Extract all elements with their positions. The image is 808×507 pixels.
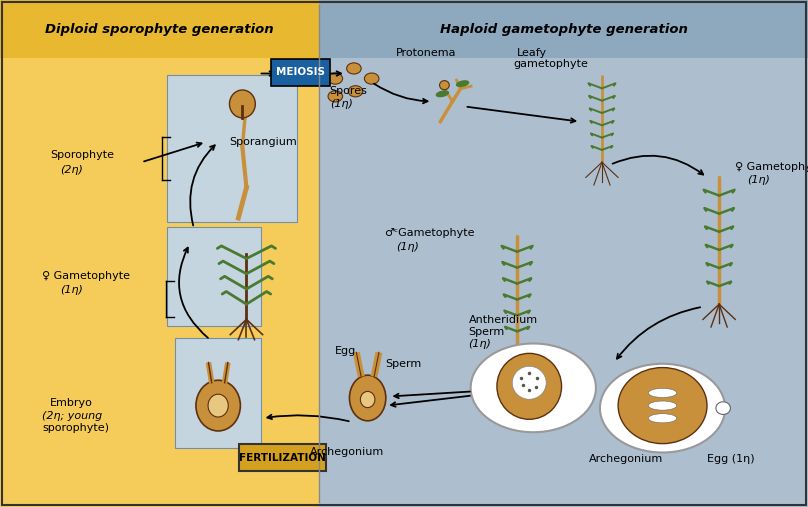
Ellipse shape bbox=[349, 375, 386, 421]
Text: MEIOSIS: MEIOSIS bbox=[276, 67, 326, 77]
Text: (1η): (1η) bbox=[469, 339, 491, 349]
Text: Egg (1η): Egg (1η) bbox=[707, 454, 755, 464]
Ellipse shape bbox=[208, 394, 229, 417]
Ellipse shape bbox=[648, 401, 676, 410]
FancyBboxPatch shape bbox=[167, 227, 261, 326]
Text: gametophyte: gametophyte bbox=[513, 59, 588, 69]
Ellipse shape bbox=[328, 73, 343, 84]
Bar bbox=[319, 0, 808, 507]
Text: ♂ᶜGametophyte: ♂ᶜGametophyte bbox=[384, 228, 474, 238]
Text: Leafy: Leafy bbox=[517, 48, 547, 58]
Ellipse shape bbox=[436, 90, 449, 97]
Ellipse shape bbox=[716, 402, 730, 415]
Text: Egg: Egg bbox=[335, 346, 356, 356]
FancyBboxPatch shape bbox=[271, 59, 330, 86]
Ellipse shape bbox=[229, 90, 255, 118]
Text: (1η): (1η) bbox=[747, 175, 770, 185]
Text: (2η): (2η) bbox=[61, 165, 83, 175]
Ellipse shape bbox=[470, 344, 595, 432]
Text: Haploid gametophyte generation: Haploid gametophyte generation bbox=[440, 23, 688, 35]
Text: Spores: Spores bbox=[330, 86, 368, 96]
Ellipse shape bbox=[600, 364, 726, 452]
Ellipse shape bbox=[512, 366, 546, 400]
Text: Protonema: Protonema bbox=[396, 48, 456, 58]
Text: Archegonium: Archegonium bbox=[310, 447, 385, 457]
Ellipse shape bbox=[348, 86, 363, 97]
Text: FERTILIZATION: FERTILIZATION bbox=[239, 453, 326, 462]
Ellipse shape bbox=[648, 388, 676, 397]
FancyBboxPatch shape bbox=[167, 75, 297, 222]
FancyBboxPatch shape bbox=[175, 338, 261, 448]
Text: Archegonium: Archegonium bbox=[589, 454, 663, 464]
Text: Sperm: Sperm bbox=[385, 358, 422, 369]
Text: (1η): (1η) bbox=[330, 99, 352, 109]
Ellipse shape bbox=[456, 80, 469, 87]
Text: Sperm: Sperm bbox=[469, 327, 505, 337]
Text: sporophyte): sporophyte) bbox=[42, 423, 109, 433]
Text: ♀ Gametophyte: ♀ Gametophyte bbox=[735, 162, 808, 172]
Text: Embryo: Embryo bbox=[50, 398, 93, 408]
Ellipse shape bbox=[347, 63, 361, 74]
Text: (1η): (1η) bbox=[396, 242, 419, 252]
Ellipse shape bbox=[497, 353, 562, 419]
Ellipse shape bbox=[328, 91, 343, 102]
Text: ♀ Gametophyte: ♀ Gametophyte bbox=[42, 271, 130, 281]
Text: (2η; young: (2η; young bbox=[42, 411, 103, 421]
Bar bbox=[319, 0, 808, 58]
FancyBboxPatch shape bbox=[239, 444, 326, 471]
Text: Diploid sporophyte generation: Diploid sporophyte generation bbox=[45, 23, 274, 35]
Ellipse shape bbox=[196, 380, 241, 431]
Ellipse shape bbox=[648, 414, 676, 423]
Text: Sporophyte: Sporophyte bbox=[50, 150, 114, 160]
Ellipse shape bbox=[618, 368, 707, 444]
Ellipse shape bbox=[360, 391, 375, 408]
Text: Sporangium: Sporangium bbox=[229, 137, 297, 147]
Text: Antheridium: Antheridium bbox=[469, 315, 538, 325]
Ellipse shape bbox=[440, 81, 449, 90]
Bar bbox=[0, 0, 319, 507]
Text: (1η): (1η) bbox=[61, 285, 83, 295]
Bar bbox=[0, 0, 319, 58]
Ellipse shape bbox=[364, 73, 379, 84]
